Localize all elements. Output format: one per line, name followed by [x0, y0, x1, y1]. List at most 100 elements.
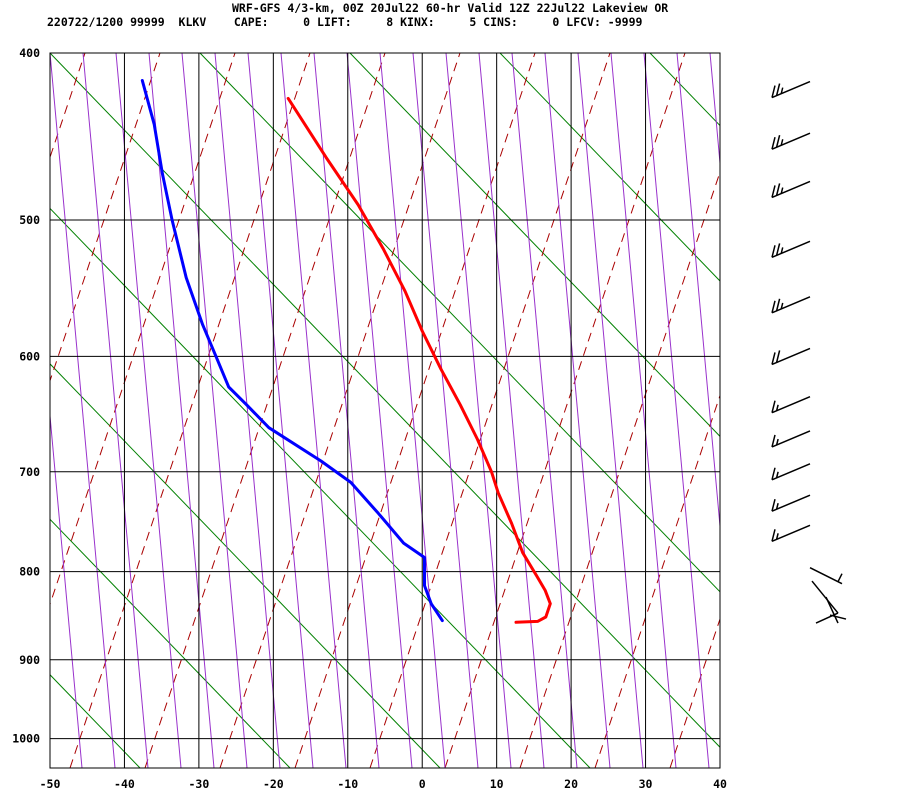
- x-tick-label: 10: [490, 777, 504, 791]
- mixing-ratio-line: [0, 53, 10, 768]
- barb-half-feather: [775, 438, 779, 446]
- barb-shaft: [771, 463, 811, 481]
- mixing-ratio-line: [895, 53, 900, 768]
- plot-frame: [49, 52, 721, 769]
- moist-adiabat: [115, 53, 182, 768]
- wind-barb: [771, 296, 811, 314]
- dry-adiabat: [349, 53, 720, 438]
- barb-half-feather: [775, 404, 779, 411]
- p-tick-label: 400: [19, 46, 40, 60]
- x-tick-label: 30: [639, 777, 653, 791]
- barb-half-feather: [775, 471, 779, 478]
- mixing-ratio-line: [444, 53, 686, 768]
- moist-adiabat: [214, 53, 281, 768]
- p-tick-label: 1000: [12, 732, 40, 746]
- barb-shaft: [771, 132, 811, 150]
- barb-half-feather: [780, 247, 784, 254]
- barb-shaft: [771, 524, 811, 542]
- grid: [49, 52, 721, 768]
- barb-feather: [775, 83, 781, 96]
- barb-shaft: [771, 396, 811, 414]
- moist-adiabat: [313, 53, 380, 768]
- moist-adiabat: [280, 53, 347, 768]
- axis-labels: -50 -40 -30 -20 -10 0 10 20 30 40 400 500 600 700 800 9…: [12, 46, 727, 791]
- barb-feather: [771, 300, 776, 313]
- barb-half-feather: [837, 573, 843, 583]
- wind-barbs: [771, 80, 847, 624]
- wind-barb: [771, 240, 811, 259]
- moist-adiabat: [643, 53, 710, 768]
- x-tick-label: -40: [114, 777, 135, 791]
- barb-feather: [771, 434, 776, 448]
- moist-adiabat: [412, 53, 479, 768]
- wind-barb: [771, 396, 811, 414]
- x-tick-label: -10: [337, 777, 358, 791]
- barb-shaft: [771, 180, 811, 199]
- x-tick-label: -20: [263, 777, 284, 791]
- moist-adiabat: [577, 53, 644, 768]
- mixing-ratio-line: [820, 53, 900, 768]
- chart-subtitle: 220722/1200 99999 KLKV CAPE: 0 LIFT: 8 K…: [47, 15, 643, 29]
- wind-barb: [771, 463, 811, 481]
- barb-feather: [771, 136, 776, 150]
- wind-barb: [809, 567, 843, 585]
- moist-adiabat: [82, 53, 149, 768]
- moist-adiabat: [247, 53, 314, 768]
- barb-feather: [771, 498, 776, 512]
- p-tick-label: 900: [19, 653, 40, 667]
- moist-adiabat: [346, 53, 413, 768]
- moist-adiabat: [511, 53, 578, 768]
- mixing-ratio-line: [219, 53, 461, 768]
- x-tick-label: -30: [188, 777, 209, 791]
- moist-adiabat: [50, 410, 83, 768]
- barb-half-feather: [780, 302, 784, 310]
- barb-half-feather: [780, 187, 784, 194]
- barb-feather: [771, 400, 776, 413]
- moist-adiabat: [181, 53, 248, 768]
- barb-feather: [775, 183, 781, 196]
- barb-feather: [775, 298, 781, 312]
- dewpoint-trace: [140, 79, 444, 623]
- dry-adiabat: [499, 53, 720, 282]
- dry-adiabat: [50, 363, 441, 768]
- dry-adiabat: [50, 518, 291, 768]
- mixing-ratio-line: [745, 53, 900, 768]
- moist-adiabat: [676, 53, 720, 532]
- temperature-trace: [286, 96, 552, 624]
- p-tick-label: 800: [19, 565, 40, 579]
- barb-feather: [771, 85, 776, 98]
- barb-shaft: [771, 240, 811, 259]
- barb-shaft: [771, 494, 811, 512]
- x-tick-label: -50: [40, 777, 61, 791]
- barb-shaft: [771, 430, 811, 448]
- mixing-ratio-line: [594, 394, 720, 768]
- mixing-ratio-line: [519, 170, 720, 768]
- dry-adiabat: [649, 53, 720, 127]
- wind-barb: [771, 430, 811, 448]
- barb-shaft: [809, 567, 843, 585]
- mixing-ratio-line: [144, 53, 386, 768]
- barb-shaft: [811, 580, 839, 614]
- barb-half-feather: [780, 139, 784, 146]
- wind-barb: [771, 524, 811, 542]
- barb-feather: [829, 614, 847, 620]
- chart-title: WRF-GFS 4/3-km, 00Z 20Jul22 60-hr Valid …: [232, 1, 669, 15]
- dry-adiabat: [50, 207, 591, 768]
- traces: [140, 79, 552, 624]
- moist-adiabat: [50, 53, 116, 768]
- wind-barb: [771, 494, 811, 512]
- barb-feather: [775, 135, 781, 148]
- moist-adiabat: [379, 53, 446, 768]
- barb-feather: [771, 467, 776, 480]
- wind-barb: [771, 132, 811, 150]
- barb-feather: [771, 352, 776, 365]
- mixing-ratio-line: [669, 617, 720, 768]
- wind-barb: [771, 347, 811, 366]
- moist-adiabat: [478, 53, 545, 768]
- barb-shaft: [771, 347, 811, 366]
- moist-adiabat: [148, 53, 215, 768]
- wind-barb: [771, 80, 811, 99]
- barb-half-feather: [775, 533, 779, 540]
- x-tick-label: 20: [564, 777, 578, 791]
